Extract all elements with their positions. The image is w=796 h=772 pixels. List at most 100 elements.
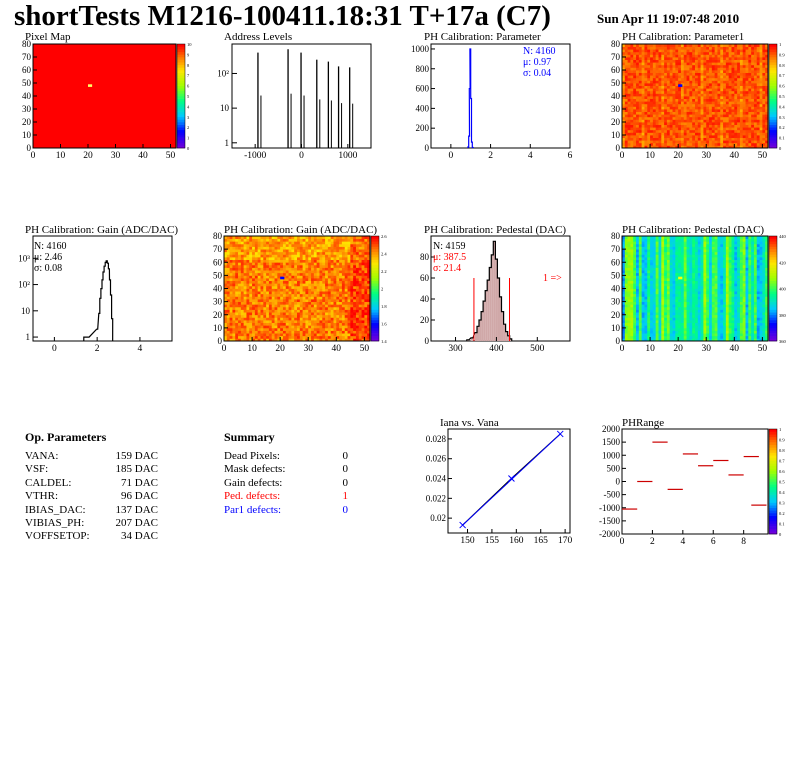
heatmap-cell (734, 114, 738, 118)
heatmap-cell (748, 122, 752, 125)
heatmap-cell (156, 57, 160, 60)
heatmap-cell (664, 62, 668, 66)
heatmap-cell (703, 145, 707, 149)
heatmap-cell (745, 142, 749, 146)
heatmap-cell (661, 57, 665, 60)
heatmap-cell (731, 80, 735, 84)
heatmap-cell (118, 67, 122, 71)
heatmap-cell (661, 70, 665, 73)
heatmap-cell (44, 142, 48, 146)
palette-segment (769, 54, 777, 58)
heatmap-cell (263, 320, 267, 324)
heatmap-cell (52, 44, 56, 47)
heatmap-cell (252, 317, 256, 321)
heatmap-cell (666, 132, 671, 136)
heatmap-cell (695, 64, 699, 68)
heatmap-cell (254, 299, 259, 303)
heatmap-cell (717, 140, 721, 144)
heatmap-cell (129, 75, 133, 79)
heatmap-cell (709, 75, 713, 79)
heatmap-cell (266, 285, 270, 289)
heatmap-cell (33, 142, 37, 146)
heatmap-cell (641, 127, 645, 131)
heatmap-cell (129, 101, 133, 105)
heatmap-cell (243, 270, 247, 274)
heatmap-cell (140, 51, 144, 55)
heatmap-cell (756, 122, 760, 125)
heatmap-cell (123, 77, 127, 81)
heatmap-cell (728, 44, 732, 47)
heatmap-cell (655, 90, 659, 94)
heatmap-cell (148, 70, 152, 73)
heatmap-cell (678, 54, 682, 58)
palette-label: 1 (779, 42, 781, 47)
heatmap-cell (123, 67, 127, 71)
heatmap-cell (652, 88, 657, 92)
heatmap-cell (686, 145, 690, 149)
heatmap-cell (79, 96, 83, 99)
heatmap-cell (74, 77, 78, 81)
heatmap-cell (249, 304, 253, 308)
heatmap-cell (159, 96, 163, 99)
heatmap-cell (243, 249, 247, 253)
heatmap-cell (226, 257, 231, 261)
heatmap-cell (720, 129, 724, 133)
heatmap-cell (90, 137, 94, 141)
heatmap-cell (647, 135, 651, 138)
heatmap-cell (110, 70, 114, 73)
heatmap-cell (162, 80, 166, 84)
heatmap-cell (49, 83, 53, 86)
heatmap-cell (235, 338, 239, 342)
heatmap-cell (162, 137, 166, 141)
heatmap-cell (126, 114, 130, 118)
heatmap-cell (140, 54, 144, 58)
heatmap-cell (46, 111, 50, 115)
heatmap-cell (678, 85, 682, 89)
heatmap-cell (759, 64, 763, 68)
heatmap-cell (680, 80, 685, 84)
heatmap-cell (173, 116, 177, 120)
palette-segment (177, 64, 185, 68)
heatmap-cell (644, 62, 648, 66)
heatmap-cell (165, 101, 169, 105)
heatmap-cell (753, 140, 758, 144)
heatmap-cell (695, 83, 699, 86)
heatmap-cell (96, 119, 100, 123)
heatmap-cell (145, 90, 149, 94)
heatmap-cell (41, 129, 45, 133)
heatmap-cell (734, 83, 738, 86)
heatmap-cell (717, 101, 721, 105)
heatmap-cell (68, 46, 72, 50)
heatmap-cell (235, 299, 239, 303)
heatmap-cell (650, 111, 654, 115)
heatmap-cell (655, 103, 659, 107)
heatmap-cell (714, 127, 718, 131)
heatmap-cell (700, 142, 704, 146)
heatmap-cell (647, 59, 651, 63)
heatmap-cell (759, 132, 763, 136)
heatmap-cell (260, 275, 264, 279)
heatmap-cell (57, 46, 61, 50)
heatmap-cell (672, 80, 676, 84)
heatmap-cell (678, 57, 682, 60)
heatmap-cell (742, 75, 746, 79)
heatmap-cell (167, 85, 171, 89)
heatmap-cell (107, 129, 111, 133)
heatmap-cell (666, 106, 671, 110)
heatmap-cell (49, 106, 53, 110)
heatmap-cell (101, 49, 105, 53)
heatmap-cell (734, 106, 738, 110)
heatmap-cell (756, 85, 760, 89)
heatmap-cell (115, 57, 119, 60)
heatmap-cell (720, 145, 724, 149)
heatmap-cell (66, 62, 70, 66)
heatmap-cell (252, 291, 256, 295)
heatmap-cell (759, 116, 763, 120)
heatmap-cell (720, 116, 724, 120)
heatmap-cell (658, 101, 662, 105)
heatmap-cell (638, 145, 643, 149)
heatmap-cell (159, 75, 163, 79)
heatmap-cell (118, 145, 122, 149)
heatmap-cell (683, 72, 687, 76)
heatmap-cell (683, 114, 687, 118)
